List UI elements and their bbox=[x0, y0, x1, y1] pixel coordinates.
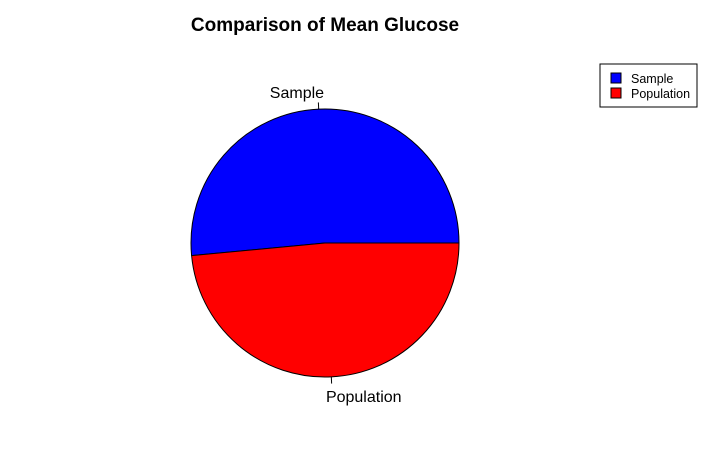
legend-swatch-population bbox=[610, 87, 622, 99]
pie-slice-population bbox=[191, 242, 460, 378]
pie-slice-sample bbox=[190, 108, 460, 257]
pie-slice-labels: Sample Population bbox=[270, 85, 402, 406]
legend-label-sample: Sample bbox=[631, 72, 673, 86]
chart-title: Comparison of Mean Glucose bbox=[191, 15, 459, 36]
legend-box bbox=[599, 63, 698, 108]
pie-label-sample: Sample bbox=[270, 85, 324, 102]
legend-swatch-sample bbox=[610, 72, 622, 84]
legend-label-population: Population bbox=[631, 87, 690, 101]
pie-slices bbox=[190, 108, 460, 378]
pie-label-population: Population bbox=[326, 389, 402, 406]
